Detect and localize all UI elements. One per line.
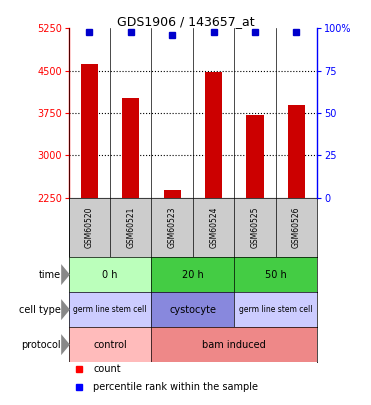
Text: protocol: protocol bbox=[22, 340, 61, 350]
Text: GSM60524: GSM60524 bbox=[209, 207, 218, 248]
Bar bbox=[69, 257, 151, 292]
Text: percentile rank within the sample: percentile rank within the sample bbox=[93, 382, 259, 392]
Bar bbox=[151, 257, 234, 292]
Text: GSM60520: GSM60520 bbox=[85, 207, 94, 248]
Text: 50 h: 50 h bbox=[265, 270, 287, 279]
Text: control: control bbox=[93, 340, 127, 350]
Bar bbox=[234, 292, 317, 327]
Bar bbox=[234, 257, 317, 292]
Text: time: time bbox=[39, 270, 61, 279]
Text: count: count bbox=[93, 364, 121, 374]
Bar bbox=[151, 327, 317, 362]
Polygon shape bbox=[61, 264, 70, 285]
Text: 0 h: 0 h bbox=[102, 270, 118, 279]
Polygon shape bbox=[61, 334, 70, 355]
Text: GSM60526: GSM60526 bbox=[292, 207, 301, 248]
Text: GDS1906 / 143657_at: GDS1906 / 143657_at bbox=[117, 15, 254, 28]
Polygon shape bbox=[61, 299, 70, 320]
Bar bbox=[81, 64, 98, 198]
Bar bbox=[246, 115, 264, 198]
Text: 20 h: 20 h bbox=[182, 270, 204, 279]
Text: cell type: cell type bbox=[19, 305, 61, 315]
Bar bbox=[122, 98, 139, 198]
Bar bbox=[69, 327, 151, 362]
Text: germ line stem cell: germ line stem cell bbox=[239, 305, 312, 314]
Bar bbox=[288, 104, 305, 198]
Text: germ line stem cell: germ line stem cell bbox=[73, 305, 147, 314]
Text: GSM60525: GSM60525 bbox=[250, 207, 260, 248]
Bar bbox=[164, 190, 181, 198]
Text: GSM60521: GSM60521 bbox=[126, 207, 135, 248]
Bar bbox=[69, 292, 151, 327]
Text: cystocyte: cystocyte bbox=[170, 305, 216, 315]
Text: GSM60523: GSM60523 bbox=[168, 207, 177, 248]
Text: bam induced: bam induced bbox=[203, 340, 266, 350]
Bar bbox=[151, 292, 234, 327]
Bar bbox=[205, 72, 222, 198]
